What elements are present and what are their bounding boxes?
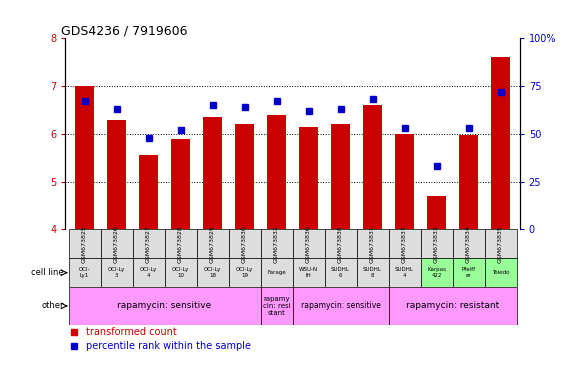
Text: GSM673833: GSM673833 — [434, 225, 439, 263]
Bar — [357, 258, 389, 287]
Text: SUDHL
4: SUDHL 4 — [395, 267, 414, 278]
Bar — [139, 155, 158, 229]
Text: GSM673826: GSM673826 — [114, 225, 119, 263]
Bar — [299, 127, 318, 229]
Bar — [389, 258, 420, 287]
Text: GSM673837: GSM673837 — [402, 225, 407, 263]
Text: transformed count: transformed count — [86, 327, 177, 337]
Bar — [420, 229, 453, 258]
Text: OCI-Ly
10: OCI-Ly 10 — [172, 267, 189, 278]
Bar — [363, 105, 382, 229]
Text: GSM673829: GSM673829 — [210, 225, 215, 263]
Text: rapamycin: resistant: rapamycin: resistant — [406, 301, 499, 310]
Text: OCI-Ly
3: OCI-Ly 3 — [108, 267, 125, 278]
Bar — [261, 229, 293, 258]
Bar — [69, 229, 101, 258]
Text: Farage: Farage — [267, 270, 286, 275]
Bar — [389, 229, 420, 258]
Bar — [293, 287, 389, 324]
Text: GSM673830: GSM673830 — [242, 225, 247, 263]
Bar — [197, 258, 228, 287]
Bar — [267, 115, 286, 229]
Text: GDS4236 / 7919606: GDS4236 / 7919606 — [61, 24, 187, 37]
Bar — [132, 258, 165, 287]
Text: GSM673827: GSM673827 — [146, 225, 151, 263]
Text: OCI-Ly
18: OCI-Ly 18 — [204, 267, 221, 278]
Text: GSM673828: GSM673828 — [178, 225, 183, 263]
Bar — [324, 258, 357, 287]
Bar — [171, 139, 190, 229]
Bar — [197, 229, 228, 258]
Text: rapamy
cin: resi
stant: rapamy cin: resi stant — [263, 296, 290, 316]
Bar — [491, 58, 510, 229]
Bar — [235, 124, 254, 229]
Text: cell line: cell line — [31, 268, 64, 277]
Text: GSM673831: GSM673831 — [370, 225, 375, 263]
Bar — [228, 258, 261, 287]
Bar — [389, 287, 516, 324]
Bar — [203, 117, 222, 229]
Bar — [459, 135, 478, 229]
Text: GSM673832: GSM673832 — [274, 225, 279, 263]
Text: SUDHL
6: SUDHL 6 — [331, 267, 350, 278]
Bar — [69, 287, 261, 324]
Text: rapamycin: sensitive: rapamycin: sensitive — [118, 301, 212, 310]
Bar — [453, 258, 485, 287]
Bar — [331, 124, 350, 229]
Text: GSM673836: GSM673836 — [306, 225, 311, 263]
Bar — [293, 258, 324, 287]
Bar — [165, 229, 197, 258]
Bar — [228, 229, 261, 258]
Text: GSM673825: GSM673825 — [82, 225, 87, 263]
Text: OCI-
Ly1: OCI- Ly1 — [79, 267, 90, 278]
Bar — [261, 258, 293, 287]
Text: GSM673835: GSM673835 — [498, 225, 503, 263]
Text: Toledo: Toledo — [492, 270, 509, 275]
Bar — [165, 258, 197, 287]
Text: SUDHL
8: SUDHL 8 — [363, 267, 382, 278]
Bar — [485, 258, 516, 287]
Text: rapamycin: sensitive: rapamycin: sensitive — [300, 301, 381, 310]
Bar — [132, 229, 165, 258]
Bar — [324, 229, 357, 258]
Bar — [69, 258, 101, 287]
Bar — [485, 229, 516, 258]
Bar — [101, 258, 132, 287]
Bar — [107, 119, 126, 229]
Bar — [395, 134, 414, 229]
Text: OCI-Ly
4: OCI-Ly 4 — [140, 267, 157, 278]
Text: percentile rank within the sample: percentile rank within the sample — [86, 341, 250, 351]
Text: Karpas
422: Karpas 422 — [427, 267, 446, 278]
Bar — [261, 287, 293, 324]
Text: WSU-N
IH: WSU-N IH — [299, 267, 318, 278]
Bar — [101, 229, 132, 258]
Bar — [75, 86, 94, 229]
Bar — [427, 196, 446, 229]
Text: GSM673838: GSM673838 — [338, 225, 343, 263]
Bar — [453, 229, 485, 258]
Text: GSM673834: GSM673834 — [466, 225, 471, 263]
Bar — [357, 229, 389, 258]
Text: Pfeiff
er: Pfeiff er — [461, 267, 475, 278]
Text: other: other — [41, 301, 64, 310]
Text: OCI-Ly
19: OCI-Ly 19 — [236, 267, 253, 278]
Bar — [293, 229, 324, 258]
Bar — [420, 258, 453, 287]
